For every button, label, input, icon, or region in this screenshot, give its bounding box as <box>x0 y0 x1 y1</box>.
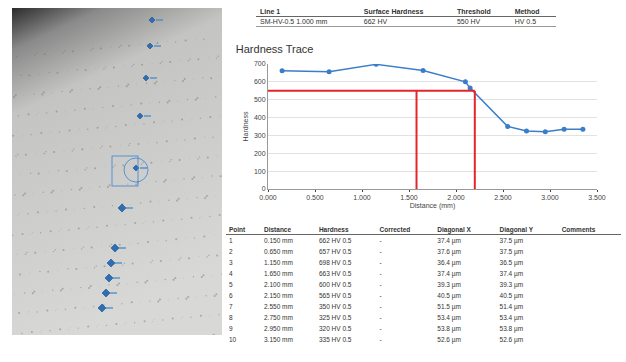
html-text:53.8 µm: 53.8 µm <box>499 324 524 332</box>
html-text:Method: Method <box>514 8 540 15</box>
svg-text:Hardness Trace: Hardness Trace <box>236 43 314 55</box>
html-text:663 HV 0.5: 663 HV 0.5 <box>318 269 352 277</box>
html-text:662 HV 0.5: 662 HV 0.5 <box>318 236 352 244</box>
html-text:Distance: Distance <box>264 226 292 233</box>
html-text:37.4 µm: 37.4 µm <box>437 236 461 244</box>
html-text:8: 8 <box>229 313 233 321</box>
html-text:36.4 µm: 36.4 µm <box>437 258 461 266</box>
svg-text:3.000: 3.000 <box>541 194 559 201</box>
html-text:39.3 µm: 39.3 µm <box>499 280 524 288</box>
svg-text:500: 500 <box>254 96 266 103</box>
html-text:52.6 µm: 52.6 µm <box>499 335 524 343</box>
html-text:657 HV 0.5: 657 HV 0.5 <box>318 247 352 255</box>
html-text:53.4 µm: 53.4 µm <box>499 313 524 321</box>
html-text:37.5 µm: 37.5 µm <box>499 236 524 244</box>
html-text:HV 0.5: HV 0.5 <box>514 18 536 25</box>
svg-text:0: 0 <box>262 185 266 192</box>
html-text:39.3 µm: 39.3 µm <box>437 280 461 288</box>
html-text:0.650 mm: 0.650 mm <box>264 247 293 255</box>
html-text:40.5 µm: 40.5 µm <box>437 291 461 299</box>
html-text:2.150 mm: 2.150 mm <box>264 291 293 299</box>
html-text:350 HV 0.5: 350 HV 0.5 <box>318 302 352 310</box>
html-text:0.150 mm: 0.150 mm <box>264 236 293 244</box>
html-text:662 HV: 662 HV <box>363 18 388 25</box>
html-text:7: 7 <box>229 302 233 310</box>
html-text:4: 4 <box>229 269 233 277</box>
svg-text:100: 100 <box>254 168 266 175</box>
html-text:53.4 µm: 53.4 µm <box>437 313 461 321</box>
html-text:Hardness: Hardness <box>318 226 349 233</box>
html-text:2.950 mm: 2.950 mm <box>264 324 293 332</box>
html-text:53.8 µm: 53.8 µm <box>437 324 461 332</box>
svg-text:400: 400 <box>254 114 266 121</box>
html-text:565 HV 0.5: 565 HV 0.5 <box>318 291 352 299</box>
html-text:2.100 mm: 2.100 mm <box>264 280 293 288</box>
html-text:320 HV 0.5: 320 HV 0.5 <box>318 324 352 332</box>
html-text:37.4 µm: 37.4 µm <box>499 269 524 277</box>
html-text:SM-HV-0.5 1.000 mm: SM-HV-0.5 1.000 mm <box>260 18 328 25</box>
html-text:1: 1 <box>229 236 233 244</box>
html-text:325 HV 0.5: 325 HV 0.5 <box>318 313 352 321</box>
svg-text:3.500: 3.500 <box>588 194 606 201</box>
html-text:6: 6 <box>229 291 233 299</box>
svg-text:Distance (mm): Distance (mm) <box>410 202 456 210</box>
html-text:335 HV 0.5: 335 HV 0.5 <box>318 335 352 343</box>
svg-text:0.500: 0.500 <box>306 194 324 201</box>
html-text:Point: Point <box>229 226 246 233</box>
html-text:2.750 mm: 2.750 mm <box>264 313 293 321</box>
svg-text:600: 600 <box>254 78 266 85</box>
html-text:2: 2 <box>229 247 233 255</box>
svg-text:300: 300 <box>254 132 266 139</box>
svg-text:1.000: 1.000 <box>353 194 371 201</box>
svg-text:2.000: 2.000 <box>447 194 465 201</box>
html-text:Line 1: Line 1 <box>260 8 281 15</box>
html-text:600 HV 0.5: 600 HV 0.5 <box>318 280 352 288</box>
svg-text:Hardness: Hardness <box>242 111 249 141</box>
svg-text:700: 700 <box>254 60 266 67</box>
html-text:37.4 µm: 37.4 µm <box>437 269 461 277</box>
html-text:1.650 mm: 1.650 mm <box>264 269 293 277</box>
html-text:9: 9 <box>229 324 233 332</box>
html-text:36.5 µm: 36.5 µm <box>499 258 524 266</box>
html-text:Diagonal Y: Diagonal Y <box>499 226 533 233</box>
html-text:1.150 mm: 1.150 mm <box>264 258 293 266</box>
html-text:51.4 µm: 51.4 µm <box>499 302 524 310</box>
svg-text:200: 200 <box>254 150 266 157</box>
html-text:Comments: Comments <box>561 226 596 233</box>
html-text:3.150 mm: 3.150 mm <box>264 335 293 343</box>
html-text:Surface Hardness: Surface Hardness <box>363 8 424 15</box>
html-text:698 HV 0.5: 698 HV 0.5 <box>318 258 352 266</box>
html-text:5: 5 <box>229 280 233 288</box>
html-text:51.5 µm: 51.5 µm <box>437 302 461 310</box>
svg-text:0.000: 0.000 <box>259 194 277 201</box>
html-text:3: 3 <box>229 258 233 266</box>
html-text:Threshold: Threshold <box>456 8 491 15</box>
html-text:52.6 µm: 52.6 µm <box>437 335 461 343</box>
html-text:Diagonal X: Diagonal X <box>437 226 471 233</box>
svg-text:1.500: 1.500 <box>400 194 418 201</box>
html-text:10: 10 <box>229 335 237 343</box>
html-text:40.5 µm: 40.5 µm <box>499 291 524 299</box>
svg-text:2.500: 2.500 <box>494 194 512 201</box>
html-text:37.5 µm: 37.5 µm <box>499 247 524 255</box>
html-text:550 HV: 550 HV <box>456 18 481 25</box>
html-text:2.550 mm: 2.550 mm <box>264 302 293 310</box>
html-text:37.6 µm: 37.6 µm <box>437 247 461 255</box>
html-text:Corrected: Corrected <box>379 226 411 233</box>
